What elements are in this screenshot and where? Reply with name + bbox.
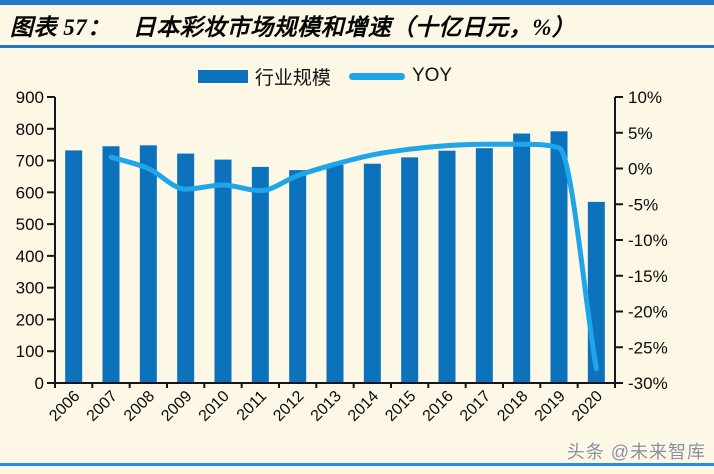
bar-2015 [401, 157, 419, 383]
bar-line-chart: 900 800 700 600 500 400 300 200 100 0 10% 5% 0% -5% -1… [16, 88, 668, 425]
line-series-swatch [348, 72, 405, 80]
x-axis-label: 2006 [46, 388, 83, 425]
left-axis-label: 900 [16, 88, 44, 107]
bar-2011 [251, 166, 269, 383]
left-axis-label: 100 [16, 342, 44, 361]
x-axis-label: 2009 [158, 388, 195, 425]
bar-2007 [102, 146, 120, 383]
bar-2008 [139, 145, 157, 383]
x-axis-label: 2011 [234, 388, 270, 424]
x-axis-label: 2019 [532, 388, 569, 425]
left-axis-label: 400 [16, 247, 44, 266]
left-axis-label: 600 [16, 183, 44, 202]
left-axis-label: 700 [16, 152, 44, 171]
bar-2016 [438, 150, 456, 383]
left-axis-label: 300 [16, 279, 44, 298]
x-axis-label: 2013 [308, 388, 345, 425]
left-axis-label: 800 [16, 120, 44, 139]
right-axis-label: 10% [628, 88, 662, 107]
bar-2010 [214, 159, 232, 383]
figure-number-label: 图表 57： [10, 15, 111, 40]
bar-2014 [363, 163, 381, 383]
right-axis-label: -10% [628, 231, 668, 250]
bar-series-label: 行业规模 [254, 67, 331, 89]
chart-legend: 行业规模 YOY [0, 60, 682, 92]
x-axis-label: 2010 [196, 388, 233, 425]
x-axis-label: 2018 [494, 388, 531, 425]
right-axis-label: 0% [628, 160, 653, 179]
yoy-line [108, 141, 599, 372]
bar-2013 [326, 165, 344, 383]
x-axis-label: 2017 [457, 388, 494, 425]
bar-2009 [177, 153, 195, 383]
x-axis-label: 2007 [84, 388, 121, 425]
bar-series-swatch [197, 69, 248, 83]
x-axis-label: 2020 [569, 388, 606, 425]
right-axis-label: -20% [628, 303, 668, 322]
line-series-label: YOY [411, 65, 453, 86]
x-axis-label: 2008 [121, 388, 158, 425]
bar-2019 [550, 131, 568, 383]
bar-2018 [513, 133, 531, 383]
right-axis-label: -30% [628, 374, 668, 393]
chart-title-bar: 图表 57： 日本彩妆市场规模和增速（十亿日元，%） [0, 6, 714, 44]
x-axis-label: 2012 [270, 388, 307, 425]
right-axis-label: 5% [628, 124, 653, 143]
bar-2017 [475, 148, 493, 383]
watermark: 头条 @未来智库 [566, 442, 706, 462]
right-axis-label: -25% [628, 338, 668, 357]
left-axis-label: 0 [35, 374, 44, 393]
legend-item-bar-series: 行业规模 [197, 63, 331, 90]
bar-2006 [65, 150, 83, 383]
page-title: 日本彩妆市场规模和增速（十亿日元，%） [132, 15, 576, 40]
legend-item-line-series: YOY [348, 65, 453, 87]
x-axis-label: 2014 [345, 388, 382, 425]
left-axis-label: 200 [16, 310, 44, 329]
bar-2012 [289, 170, 307, 383]
title-underline [0, 45, 714, 48]
x-axis-label: 2016 [420, 388, 457, 425]
x-axis-label: 2015 [382, 388, 419, 425]
top-accent-line [0, 0, 714, 5]
right-axis-label: -5% [628, 195, 658, 214]
left-axis-label: 500 [16, 215, 44, 234]
bottom-accent-line [0, 463, 714, 466]
right-axis-label: -15% [628, 267, 668, 286]
